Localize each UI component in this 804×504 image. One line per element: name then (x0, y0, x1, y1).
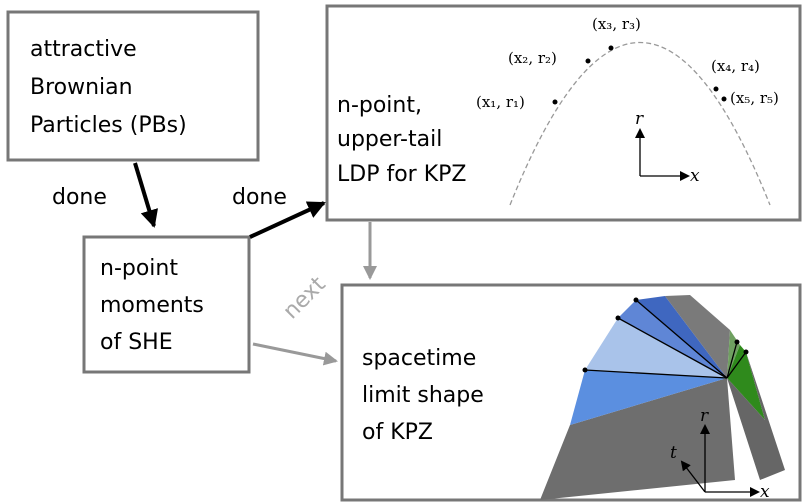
node-text: n-point (100, 256, 178, 281)
axis-label: t (670, 443, 677, 463)
node-text: LDP for KPZ (337, 162, 466, 187)
axis-label: x (760, 482, 770, 502)
edge-label: done (52, 185, 107, 210)
node-text: Particles (PBs) (30, 113, 187, 138)
node-text: upper-tail (337, 127, 442, 152)
point-label: (x₄, r₄) (711, 57, 760, 75)
node-text: n-point, (337, 93, 422, 118)
node-text: moments (100, 293, 204, 318)
arrow (253, 344, 336, 361)
node-text: attractive (30, 37, 137, 62)
point-label: (x₂, r₂) (508, 49, 557, 67)
edge-label: next (279, 272, 331, 324)
node-text: of SHE (100, 330, 173, 355)
axis-label: r (700, 406, 709, 426)
arrow (135, 163, 154, 226)
node-text: spacetime (362, 346, 476, 371)
diagram: attractive Brownian Particles (PBs) n-po… (0, 0, 804, 504)
axis-label: r (635, 109, 644, 129)
node-text: of KPZ (362, 420, 433, 445)
axis-label: x (690, 166, 700, 186)
node-text: Brownian (30, 75, 133, 100)
point-label: (x₁, r₁) (476, 93, 525, 111)
node-text: limit shape (362, 383, 484, 408)
point-label: (x₅, r₅) (730, 89, 779, 107)
edge-label: done (232, 185, 287, 210)
point-label: (x₃, r₃) (592, 15, 641, 33)
